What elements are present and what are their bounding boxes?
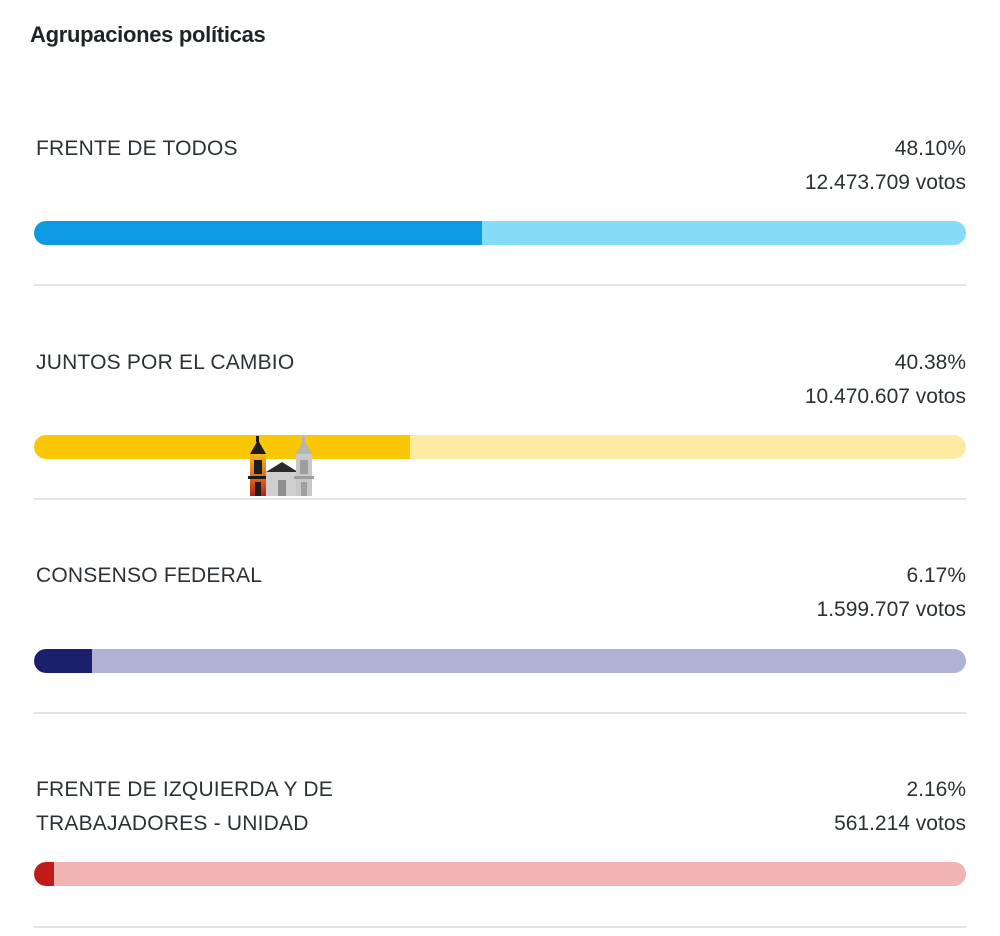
- party-percent: 6.17%: [906, 564, 966, 587]
- section-title: Agrupaciones políticas: [30, 22, 266, 47]
- party-percent: 2.16%: [906, 778, 966, 801]
- party-row-frente-de-izquierda: FRENTE DE IZQUIERDA Y DE TRABAJADORES - …: [34, 773, 966, 933]
- party-votes: 10.470.607 votos: [804, 385, 966, 408]
- vote-bar-fill: [34, 435, 411, 459]
- divider: [34, 284, 966, 286]
- vote-bar-track: [34, 221, 966, 245]
- divider: [34, 926, 966, 928]
- party-name: FRENTE DE TODOS: [36, 137, 238, 160]
- divider: [34, 712, 966, 714]
- vote-bar-track: [34, 435, 966, 459]
- party-votes: 12.473.709 votos: [804, 171, 966, 194]
- vote-bar-track: [34, 862, 966, 886]
- party-stats: 48.10% 12.473.709 votos: [805, 132, 966, 200]
- vote-bar-fill: [34, 221, 483, 245]
- party-percent: 40.38%: [894, 351, 966, 374]
- vote-bar-track: [34, 649, 966, 673]
- party-name: CONSENSO FEDERAL: [36, 564, 263, 587]
- divider: [34, 498, 966, 500]
- party-stats: 6.17% 1.599.707 votos: [817, 559, 966, 627]
- church-logo-icon: [246, 436, 316, 498]
- party-name: JUNTOS POR EL CAMBIO: [36, 351, 295, 374]
- vote-bar-fill: [34, 862, 55, 886]
- party-stats: 40.38% 10.470.607 votos: [805, 346, 966, 414]
- party-row-frente-de-todos: FRENTE DE TODOS 48.10% 12.473.709 votos: [34, 132, 966, 288]
- party-name: FRENTE DE IZQUIERDA Y DE TRABAJADORES - …: [36, 778, 333, 835]
- vote-bar-fill: [34, 649, 92, 673]
- party-row-consenso-federal: CONSENSO FEDERAL 6.17% 1.599.707 votos: [34, 559, 966, 715]
- party-votes: 1.599.707 votos: [816, 598, 966, 621]
- party-row-juntos-por-el-cambio: JUNTOS POR EL CAMBIO 40.38% 10.470.607 v…: [34, 346, 966, 502]
- party-votes: 561.214 votos: [834, 812, 966, 835]
- party-percent: 48.10%: [894, 137, 966, 160]
- party-stats: 2.16% 561.214 votos: [834, 773, 966, 841]
